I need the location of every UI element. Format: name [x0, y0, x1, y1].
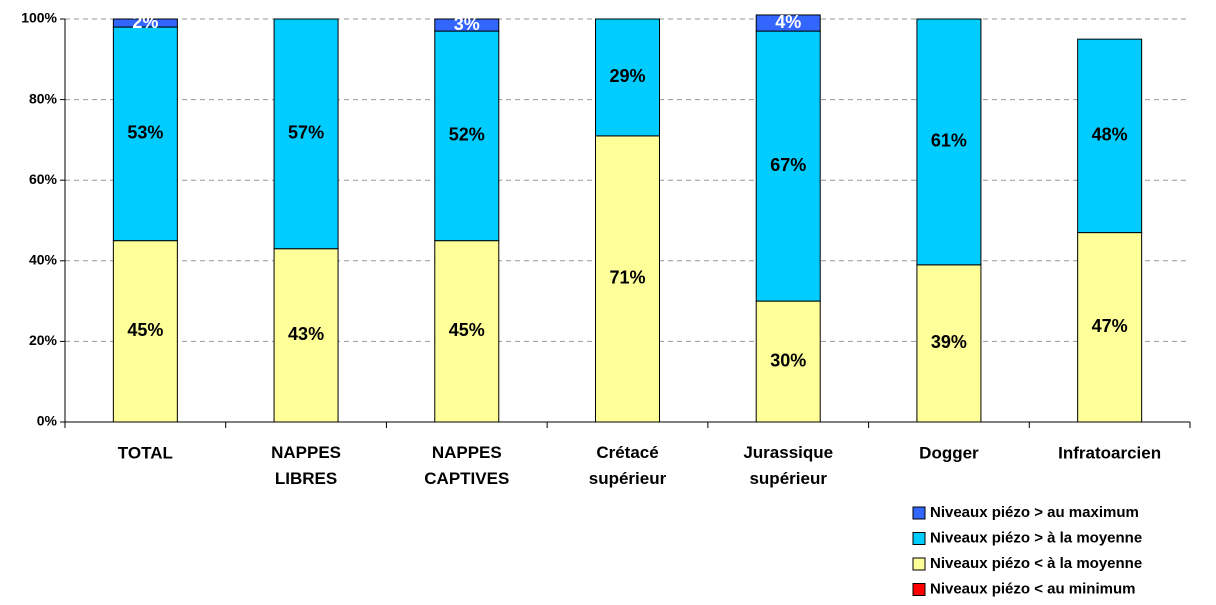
value-label: 39%	[931, 332, 967, 352]
value-label: 45%	[127, 320, 163, 340]
x-tick-label: Crétacé supérieur	[589, 443, 667, 488]
value-label: 48%	[1092, 125, 1128, 145]
value-label: 53%	[127, 123, 163, 143]
bar-segment	[1077, 38, 1143, 234]
y-tick-label: 0%	[37, 413, 58, 429]
x-tick-label: NAPPES LIBRES	[271, 443, 341, 488]
legend-label: Niveaux piézo < au minimum	[930, 580, 1135, 597]
legend-label: Niveaux piézo > à la moyenne	[930, 529, 1142, 546]
value-label: 47%	[1092, 316, 1128, 336]
bar-segment	[595, 135, 660, 423]
value-label: 45%	[449, 320, 485, 340]
value-label: 52%	[449, 125, 485, 145]
bar-segment	[755, 300, 821, 423]
bar-segment	[595, 18, 660, 137]
bar-segment	[434, 30, 500, 242]
legend-swatch	[912, 532, 926, 545]
x-tick-label: Jurassique supérieur	[743, 443, 833, 488]
value-label: 3%	[454, 14, 480, 34]
legend-swatch	[912, 583, 926, 596]
value-label: 71%	[609, 268, 645, 288]
y-tick-label: 40%	[29, 252, 58, 268]
bar-segment	[434, 240, 500, 423]
value-label: 43%	[288, 324, 324, 344]
y-tick-label: 20%	[29, 332, 58, 348]
value-label: 57%	[288, 123, 324, 143]
legend-label: Niveaux piézo < à la moyenne	[930, 555, 1142, 572]
legend-label: Niveaux piézo > au maximum	[930, 504, 1139, 521]
bar-segment	[1077, 232, 1143, 423]
value-label: 29%	[609, 66, 645, 86]
bar-segment	[112, 18, 178, 28]
value-label: 67%	[770, 155, 806, 175]
bar-segment	[112, 26, 178, 242]
bar-segment	[916, 18, 982, 266]
bar-segment	[755, 30, 821, 302]
x-tick-label: Infratoarcien	[1058, 443, 1161, 462]
x-tick-label: TOTAL	[118, 443, 173, 462]
value-label: 4%	[775, 12, 801, 32]
y-tick-label: 60%	[29, 171, 58, 187]
bar-segment	[916, 264, 982, 423]
y-tick-label: 80%	[29, 90, 58, 106]
x-tick-label: NAPPES CAPTIVES	[424, 443, 509, 488]
bar-segment	[112, 240, 178, 423]
value-label: 61%	[931, 131, 967, 151]
legend-swatch	[912, 557, 926, 571]
value-label: 30%	[770, 350, 806, 370]
bar-segment	[434, 18, 500, 32]
x-tick-label: Dogger	[919, 443, 979, 462]
value-label: 2%	[132, 12, 158, 32]
y-tick-label: 100%	[21, 10, 57, 26]
bar-segment	[273, 18, 339, 250]
bar-segment	[755, 14, 821, 32]
legend-swatch	[912, 506, 926, 520]
